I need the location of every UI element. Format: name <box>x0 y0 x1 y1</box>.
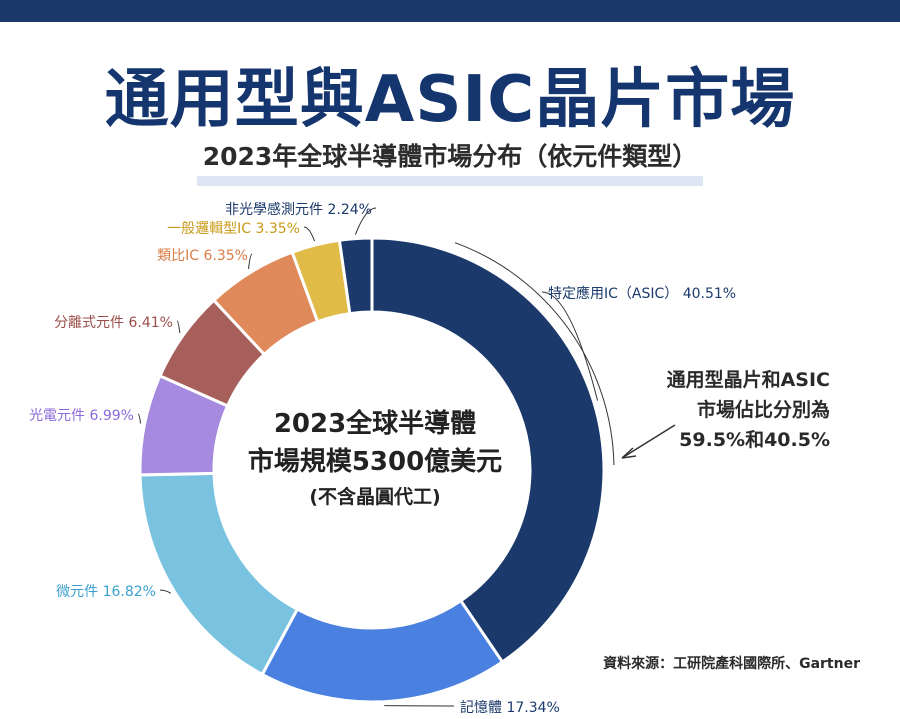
slice-label-5: 分離式元件 6.41% <box>54 314 173 331</box>
callout-text: 通用型晶片和ASIC 市場佔比分別為 59.5%和40.5% <box>600 365 830 455</box>
center-text-line3: (不含晶圓代工) <box>309 486 441 508</box>
callout-line1: 通用型晶片和ASIC <box>666 369 830 391</box>
callout-arrowhead <box>621 447 637 459</box>
leader-line-7 <box>303 226 316 242</box>
slice-label-4: 光電元件 6.99% <box>29 408 134 424</box>
leader-line-1 <box>541 291 599 401</box>
center-text-line1: 2023全球半導體 <box>273 409 477 439</box>
leader-line-5 <box>176 320 181 334</box>
callout-line3: 59.5%和40.5% <box>679 429 830 451</box>
source-note: 資料來源：工研院產科國際所、Gartner <box>603 656 860 672</box>
asic-bracket <box>454 242 615 465</box>
slice-label-7: 一般邏輯型IC 3.35% <box>167 221 300 237</box>
subtitle-wrap: 2023年全球半導體市場分布（依元件類型） <box>0 140 900 186</box>
callout-arrow <box>621 424 676 459</box>
leader-line-8 <box>354 207 377 235</box>
leader-line-6 <box>248 253 253 269</box>
donut-slice-8 <box>337 236 374 316</box>
slice-label-1: 特定應用IC（ASIC） 40.51% <box>548 285 736 302</box>
top-banner <box>0 0 900 22</box>
leader-line-4 <box>137 413 142 424</box>
slice-label-3: 微元件 16.82% <box>56 584 156 600</box>
donut-slice-2 <box>260 598 505 704</box>
leader-line-3 <box>159 589 172 594</box>
page-title: 通用型與ASIC晶片市場 <box>104 63 796 137</box>
chart-subtitle: 2023年全球半導體市場分布（依元件類型） <box>196 140 704 186</box>
slice-label-8: 非光學感測元件 2.24% <box>225 201 372 218</box>
center-text-line2: 市場規模5300億美元 <box>247 447 503 477</box>
slice-label-2: 記憶體 17.34% <box>460 699 560 716</box>
donut-slice-1 <box>370 236 606 665</box>
center-text: 2023全球半導體 市場規模5300億美元 (不含晶圓代工) <box>230 405 520 513</box>
callout-line2: 市場佔比分別為 <box>696 399 830 421</box>
slice-label-6: 類比IC 6.35% <box>157 248 248 264</box>
